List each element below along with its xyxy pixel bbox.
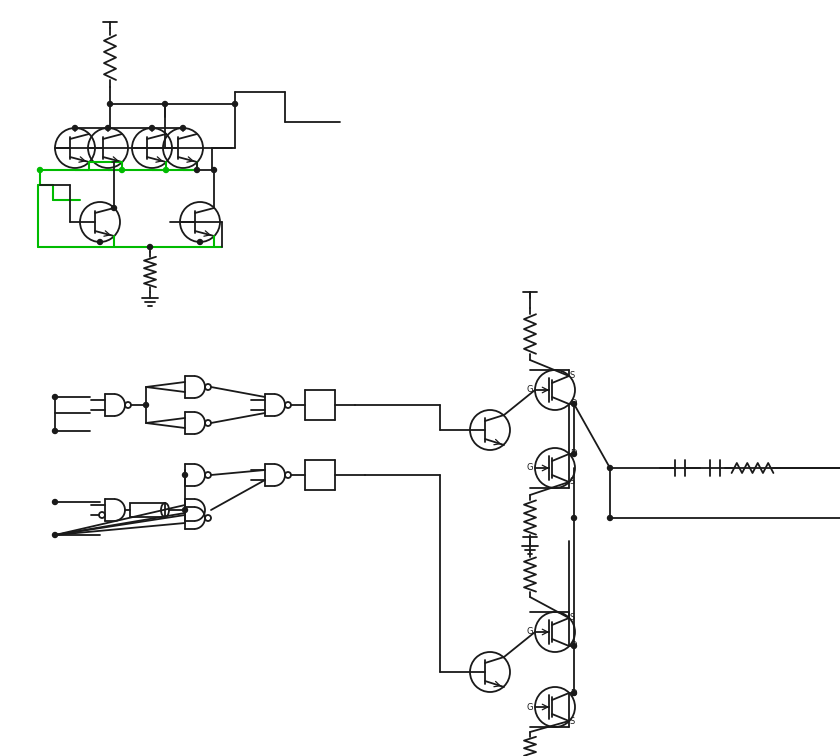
- Circle shape: [52, 500, 57, 504]
- Text: S: S: [570, 614, 575, 622]
- Text: G: G: [527, 386, 533, 395]
- Circle shape: [106, 125, 111, 131]
- Text: G: G: [527, 702, 533, 711]
- Text: S: S: [570, 717, 575, 726]
- Circle shape: [571, 401, 576, 407]
- Circle shape: [38, 168, 43, 172]
- Circle shape: [571, 643, 576, 649]
- Circle shape: [162, 101, 167, 107]
- Text: D: D: [570, 689, 576, 698]
- Circle shape: [148, 244, 153, 249]
- Circle shape: [97, 240, 102, 244]
- Circle shape: [52, 395, 57, 399]
- Text: D: D: [570, 450, 576, 458]
- Circle shape: [72, 125, 77, 131]
- Circle shape: [119, 168, 124, 172]
- Circle shape: [571, 690, 576, 696]
- Circle shape: [164, 168, 169, 172]
- Circle shape: [571, 516, 576, 520]
- Circle shape: [52, 532, 57, 538]
- Circle shape: [181, 125, 186, 131]
- Circle shape: [195, 168, 200, 172]
- Text: G: G: [527, 463, 533, 472]
- Text: G: G: [527, 627, 533, 637]
- Circle shape: [144, 402, 149, 407]
- Circle shape: [571, 451, 576, 457]
- Circle shape: [182, 472, 187, 478]
- Text: D: D: [570, 399, 576, 408]
- Circle shape: [150, 125, 155, 131]
- Circle shape: [212, 168, 217, 172]
- Circle shape: [182, 507, 187, 513]
- Circle shape: [607, 516, 612, 520]
- Circle shape: [197, 240, 202, 244]
- Text: S: S: [570, 478, 575, 487]
- Circle shape: [607, 466, 612, 470]
- Text: S: S: [570, 371, 575, 380]
- Circle shape: [52, 429, 57, 433]
- Circle shape: [108, 101, 113, 107]
- Text: D: D: [570, 642, 576, 650]
- Circle shape: [233, 101, 238, 107]
- Circle shape: [112, 206, 117, 210]
